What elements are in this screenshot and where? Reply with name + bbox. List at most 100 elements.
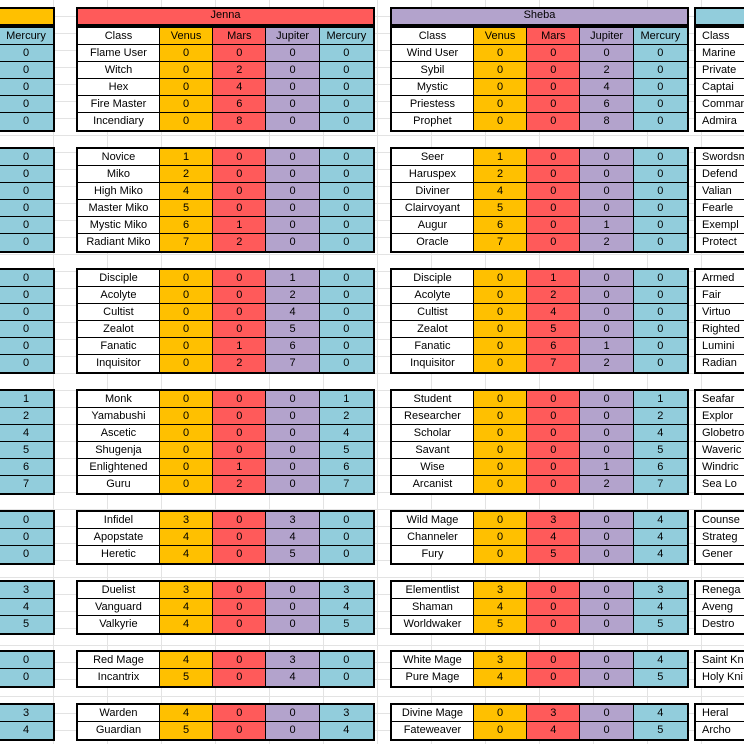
venus-cell[interactable]: 0 [473,355,528,372]
class-cell[interactable]: Disciple [78,270,160,287]
mars-cell[interactable]: 0 [527,652,581,669]
class-cell[interactable]: Wind User [392,45,474,62]
cell[interactable]: Destro [696,616,744,633]
mercury-cell[interactable]: 0 [319,149,373,166]
cell[interactable]: 0 [0,338,53,355]
jupiter-cell[interactable]: 2 [266,287,320,304]
class-cell[interactable]: Shugenja [78,442,160,459]
mercury-cell[interactable]: 3 [319,582,373,599]
cell[interactable]: 1 [0,391,53,408]
class-cell[interactable]: Hex [78,79,160,96]
mercury-cell[interactable]: 5 [633,669,687,686]
mars-cell[interactable]: 1 [213,338,267,355]
mars-cell[interactable]: 1 [213,217,267,234]
mercury-cell[interactable]: 0 [319,166,373,183]
mars-cell[interactable]: 3 [527,512,581,529]
mars-cell[interactable]: 2 [213,355,267,372]
mercury-cell[interactable]: 0 [633,287,687,304]
cell[interactable]: 6 [0,459,53,476]
venus-cell[interactable]: 0 [159,459,214,476]
class-cell[interactable]: Incendiary [78,113,160,130]
cell[interactable]: Swordsm [696,149,744,166]
mars-cell[interactable]: 1 [527,270,581,287]
mars-cell[interactable]: 6 [527,338,581,355]
venus-cell[interactable]: 5 [473,200,528,217]
mercury-cell[interactable]: 7 [633,476,687,493]
jupiter-cell[interactable]: 0 [266,234,320,251]
mars-cell[interactable]: 0 [213,669,267,686]
cell[interactable]: 0 [0,166,53,183]
cell[interactable]: Defend [696,166,744,183]
mars-cell[interactable]: 0 [213,45,267,62]
cell[interactable]: 3 [0,705,53,722]
venus-cell[interactable]: 4 [159,183,214,200]
cell[interactable]: Globetro [696,425,744,442]
class-cell[interactable]: Fury [392,546,474,563]
cell[interactable]: 4 [0,425,53,442]
mars-cell[interactable]: 0 [213,200,267,217]
jupiter-cell[interactable]: 0 [580,166,634,183]
jupiter-cell[interactable]: 0 [580,599,634,616]
mars-cell[interactable]: 0 [527,166,581,183]
venus-cell[interactable]: 0 [473,722,528,739]
cell[interactable]: 0 [0,287,53,304]
jupiter-cell[interactable]: 0 [580,652,634,669]
venus-cell[interactable]: 0 [473,476,528,493]
class-cell[interactable]: Apopstate [78,529,160,546]
venus-cell[interactable]: 0 [473,425,528,442]
class-cell[interactable]: Diviner [392,183,474,200]
venus-cell[interactable]: 0 [473,79,528,96]
cell[interactable]: Admira [696,113,744,130]
class-cell[interactable]: Pure Mage [392,669,474,686]
mars-cell[interactable]: 8 [213,113,267,130]
jupiter-cell[interactable]: 0 [580,304,634,321]
jupiter-cell[interactable]: 8 [580,113,634,130]
cell[interactable]: 0 [0,234,53,251]
jupiter-cell[interactable]: 0 [580,287,634,304]
class-cell[interactable]: Augur [392,217,474,234]
cell[interactable]: Private [696,62,744,79]
venus-cell[interactable]: 0 [159,476,214,493]
cell[interactable]: Saint Kni [696,652,744,669]
cell[interactable]: Armed [696,270,744,287]
mercury-cell[interactable]: 1 [633,391,687,408]
mars-cell[interactable]: 0 [213,287,267,304]
venus-cell[interactable]: 4 [159,529,214,546]
class-cell[interactable]: Elementlist [392,582,474,599]
mercury-cell[interactable]: 4 [633,652,687,669]
jupiter-cell[interactable]: 0 [580,391,634,408]
jupiter-cell[interactable]: 4 [580,79,634,96]
mercury-cell[interactable]: 4 [633,705,687,722]
cell[interactable]: 0 [0,652,53,669]
mercury-cell[interactable]: 0 [633,96,687,113]
jupiter-cell[interactable]: 0 [266,391,320,408]
cell[interactable]: Exempl [696,217,744,234]
class-cell[interactable]: Fateweaver [392,722,474,739]
venus-cell[interactable]: 0 [473,408,528,425]
jupiter-cell[interactable]: 0 [580,425,634,442]
mars-cell[interactable]: 0 [527,183,581,200]
class-cell[interactable]: Student [392,391,474,408]
jupiter-cell[interactable]: 0 [580,270,634,287]
mars-cell[interactable]: 0 [527,113,581,130]
venus-cell[interactable]: 7 [159,234,214,251]
class-cell[interactable]: Researcher [392,408,474,425]
mars-cell[interactable]: 0 [213,705,267,722]
cell[interactable]: 0 [0,45,53,62]
cell[interactable]: Aveng [696,599,744,616]
mars-cell[interactable]: 0 [213,166,267,183]
mercury-cell[interactable]: 0 [319,304,373,321]
class-cell[interactable]: Fire Master [78,96,160,113]
mars-cell[interactable]: 0 [213,616,267,633]
mars-cell[interactable]: 0 [213,512,267,529]
class-cell[interactable]: Savant [392,442,474,459]
jupiter-cell[interactable]: 5 [266,546,320,563]
mercury-cell[interactable]: 0 [319,113,373,130]
venus-cell[interactable]: 0 [473,270,528,287]
cell[interactable]: Strateg [696,529,744,546]
mars-cell[interactable]: 0 [527,62,581,79]
jupiter-cell[interactable]: 0 [266,582,320,599]
mars-cell[interactable]: 0 [527,45,581,62]
jupiter-cell[interactable]: 0 [266,79,320,96]
mercury-cell[interactable]: 0 [319,652,373,669]
